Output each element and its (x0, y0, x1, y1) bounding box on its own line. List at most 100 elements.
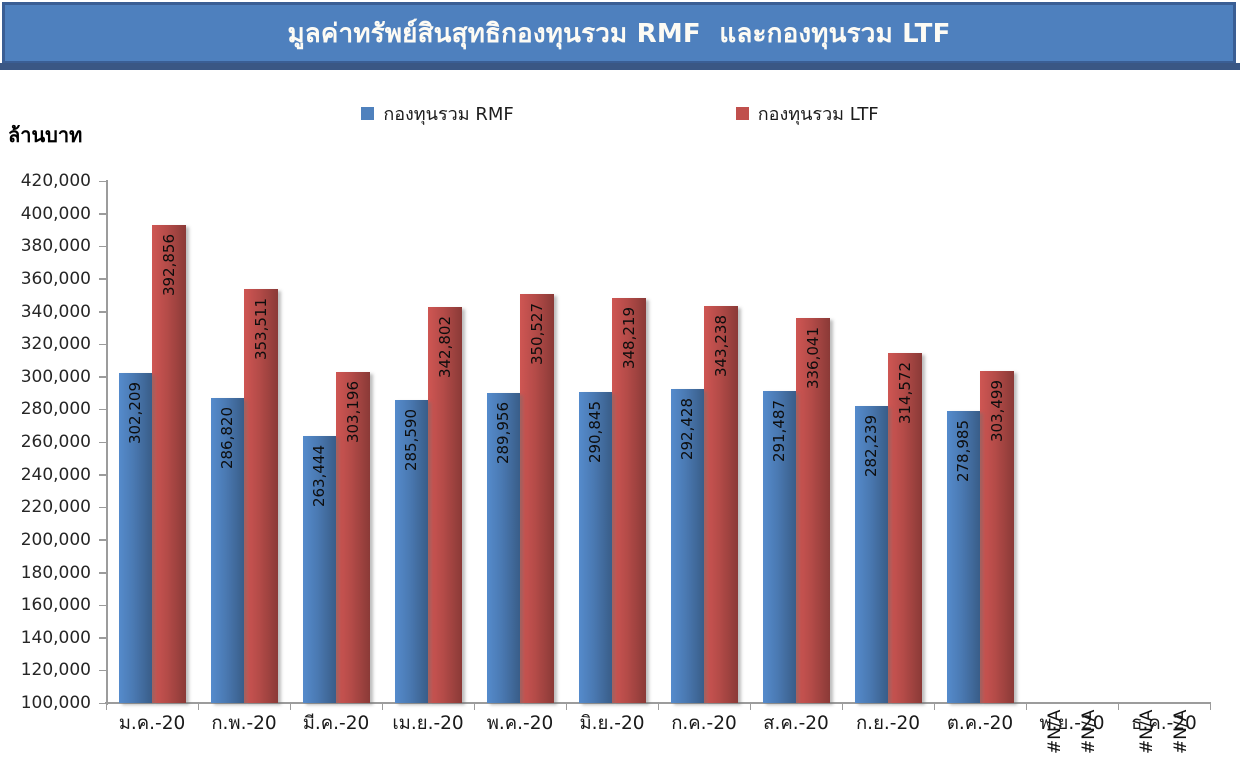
y-axis-tick (99, 539, 106, 541)
na-data-label: #N/A (1137, 709, 1158, 754)
bar-ltf-2: 303,196 (336, 371, 370, 703)
x-axis-tick (105, 704, 107, 710)
legend-label-rmf: กองทุนรวม RMF (383, 103, 514, 125)
bar-value-label: 348,219 (619, 307, 638, 370)
y-tick-label: 420,000 (20, 171, 91, 191)
bar-rmf-9: 278,985 (946, 411, 980, 703)
y-axis-unit-label: ล้านบาท (8, 123, 83, 147)
bar-value-label: 292,428 (678, 398, 697, 461)
y-tick-label: 160,000 (20, 595, 91, 616)
bar-value-label: 392,856 (159, 234, 178, 297)
x-axis-tick (841, 704, 843, 710)
bar-value-label: 303,196 (343, 380, 362, 443)
x-axis-tick (1025, 704, 1027, 710)
y-axis-tick (99, 376, 106, 378)
y-axis-tick (99, 506, 106, 509)
y-axis-tick (99, 572, 106, 574)
na-data-label: #N/A (1078, 709, 1099, 754)
x-axis-tick (1117, 704, 1119, 710)
x-axis-tick (473, 704, 475, 710)
bar-rmf-8: 282,239 (854, 405, 888, 703)
bar-value-label: 343,238 (711, 315, 730, 378)
y-axis-tick (99, 245, 106, 248)
bar-ltf-5: 348,219 (612, 298, 646, 703)
y-tick-label: 220,000 (20, 497, 91, 518)
y-axis-tick (99, 702, 106, 704)
banner-bottom-strip (0, 63, 1240, 70)
bar-value-label: 336,041 (803, 326, 822, 389)
chart-title: มูลค่าทรัพย์สินสุทธิกองทุนรวม RMF และกอง… (287, 18, 951, 49)
x-category-label: ต.ค.-20 (946, 713, 1014, 734)
bar-value-label: 303,499 (987, 380, 1006, 443)
y-tick-label: 380,000 (20, 236, 91, 257)
na-data-label: #N/A (1170, 709, 1191, 754)
bar-value-label: 278,985 (954, 420, 973, 483)
x-axis (105, 702, 1211, 704)
bar-ltf-0: 392,856 (152, 225, 186, 703)
x-category-label: พ.ค.-20 (486, 713, 554, 734)
bar-ltf-9: 303,499 (980, 371, 1014, 703)
x-category-label: เม.ย.-20 (392, 713, 464, 734)
y-axis-tick (99, 278, 106, 280)
bar-value-label: 290,845 (586, 400, 605, 463)
y-tick-label: 200,000 (20, 529, 91, 550)
y-tick-label: 240,000 (20, 464, 91, 485)
y-tick-label: 120,000 (20, 660, 91, 681)
x-category-label: มิ.ย.-20 (579, 713, 645, 734)
bar-value-label: 353,511 (251, 298, 270, 361)
bar-rmf-4: 289,956 (486, 393, 520, 703)
bar-ltf-7: 336,041 (796, 317, 830, 703)
x-category-label: พ.ย.-20 (1039, 713, 1105, 734)
bar-rmf-2: 263,444 (302, 436, 336, 703)
na-data-label: #N/A (1045, 709, 1066, 754)
x-category-label: ก.พ.-20 (211, 713, 277, 734)
y-tick-label: 400,000 (20, 203, 91, 224)
bar-ltf-1: 353,511 (244, 289, 278, 703)
bar-rmf-1: 286,820 (210, 398, 244, 703)
y-tick-label: 100,000 (20, 693, 91, 713)
bar-value-label: 282,239 (862, 414, 881, 477)
legend-label-ltf: กองทุนรวม LTF (757, 103, 879, 125)
chart-legend: กองทุนรวม RMF กองทุนรวม LTF (0, 100, 1240, 126)
bar-rmf-6: 292,428 (670, 389, 704, 703)
bar-rmf-3: 285,590 (394, 400, 428, 703)
y-axis-tick (99, 343, 106, 346)
y-tick-label: 300,000 (20, 366, 91, 387)
y-tick-label: 360,000 (20, 268, 91, 289)
x-axis-tick (1209, 704, 1211, 710)
bar-value-label: 342,802 (435, 315, 454, 378)
bar-rmf-0: 302,209 (118, 373, 152, 703)
bar-value-label: 263,444 (310, 445, 329, 508)
y-axis-tick (99, 669, 106, 672)
bar-ltf-6: 343,238 (704, 306, 738, 703)
x-category-label: ส.ค.-20 (763, 713, 829, 734)
legend-item-ltf: กองทุนรวม LTF (735, 99, 879, 128)
y-axis-tick (99, 474, 106, 476)
x-axis-tick (749, 704, 751, 710)
bar-ltf-3: 342,802 (428, 306, 462, 703)
bar-ltf-8: 314,572 (888, 352, 922, 703)
y-tick-label: 340,000 (20, 301, 91, 322)
bar-value-label: 314,572 (895, 361, 914, 424)
y-tick-label: 180,000 (20, 562, 91, 583)
bar-value-label: 285,590 (402, 409, 421, 472)
chart-title-banner: มูลค่าทรัพย์สินสุทธิกองทุนรวม RMF และกอง… (2, 2, 1236, 64)
x-axis-tick (289, 704, 291, 710)
y-axis-tick (99, 604, 106, 607)
rmf-series-swatch-icon (361, 106, 375, 120)
x-category-label: ม.ค.-20 (118, 713, 186, 734)
x-category-label: ก.ค.-20 (671, 713, 737, 734)
y-axis-tick (99, 637, 106, 639)
ltf-series-swatch-icon (735, 106, 749, 120)
x-axis-tick (381, 704, 383, 710)
bar-ltf-4: 350,527 (520, 294, 554, 703)
x-axis-tick (657, 704, 659, 710)
y-axis-tick (99, 180, 106, 182)
bar-rmf-7: 291,487 (762, 390, 796, 703)
x-category-label: ก.ย.-20 (855, 713, 921, 734)
x-category-label: ธ.ค.-20 (1131, 713, 1197, 734)
y-tick-label: 320,000 (20, 334, 91, 355)
x-axis-tick (565, 704, 567, 710)
bar-value-label: 289,956 (494, 402, 513, 465)
